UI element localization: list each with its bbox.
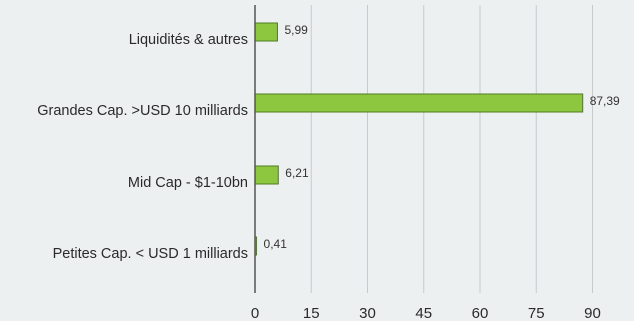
x-tick-label: 15 <box>303 305 320 321</box>
bar <box>255 94 583 112</box>
gridlines <box>311 5 592 293</box>
x-tick-label: 30 <box>359 305 376 321</box>
x-tick-label: 90 <box>584 305 601 321</box>
data-label: 87,39 <box>590 94 620 108</box>
x-tick-label: 60 <box>472 305 489 321</box>
data-label: 6,21 <box>285 166 309 180</box>
data-label: 0,41 <box>264 237 288 251</box>
category-label: Liquidités & autres <box>129 32 248 48</box>
labels: 0 15 30 45 60 75 90 5,99 Liquidités & autres 87,3… <box>37 23 620 321</box>
category-label: Petites Cap. < USD 1 milliards <box>53 246 248 262</box>
category-label: Mid Cap - $1-10bn <box>128 175 248 191</box>
data-label: 5,99 <box>284 23 308 37</box>
x-tick-label: 75 <box>528 305 545 321</box>
x-tick-label: 0 <box>251 305 259 321</box>
bar <box>255 166 278 184</box>
x-tick-label: 45 <box>415 305 432 321</box>
category-label: Grandes Cap. >USD 10 milliards <box>37 103 248 119</box>
bar <box>255 23 277 41</box>
bars <box>255 23 583 255</box>
